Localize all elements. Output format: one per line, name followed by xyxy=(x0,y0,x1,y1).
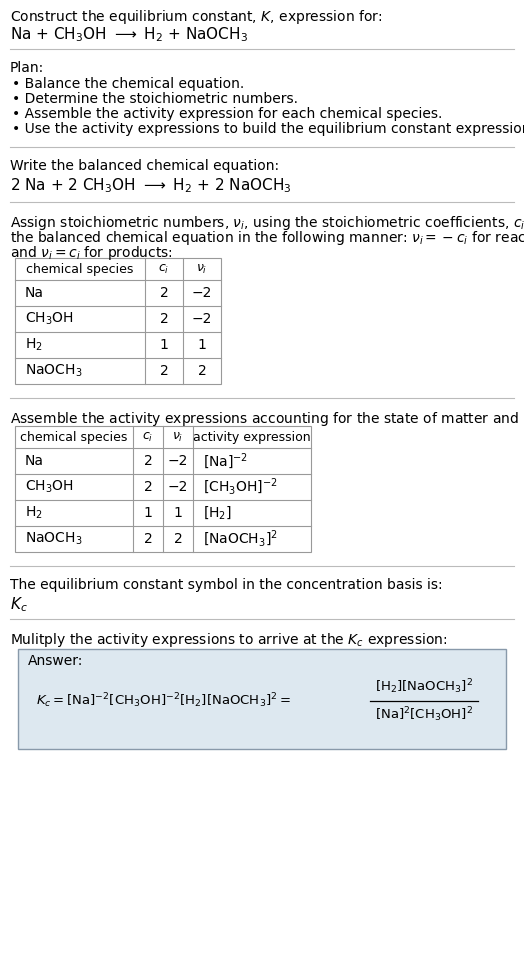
Text: $[\mathrm{Na}]^2[\mathrm{CH_3OH}]^2$: $[\mathrm{Na}]^2[\mathrm{CH_3OH}]^2$ xyxy=(375,706,473,724)
Text: [Na]$^{-2}$: [Na]$^{-2}$ xyxy=(203,451,248,471)
Text: 2: 2 xyxy=(160,312,168,326)
Text: The equilibrium constant symbol in the concentration basis is:: The equilibrium constant symbol in the c… xyxy=(10,578,443,592)
Text: Plan:: Plan: xyxy=(10,61,44,75)
Text: $\nu_i$: $\nu_i$ xyxy=(196,263,208,275)
Text: 2: 2 xyxy=(160,364,168,378)
Text: Assemble the activity expressions accounting for the state of matter and $\nu_i$: Assemble the activity expressions accoun… xyxy=(10,410,524,428)
Text: Na: Na xyxy=(25,286,44,300)
FancyBboxPatch shape xyxy=(18,649,506,749)
Text: $[\mathrm{H_2}][\mathrm{NaOCH_3}]^2$: $[\mathrm{H_2}][\mathrm{NaOCH_3}]^2$ xyxy=(375,678,473,696)
Text: 2: 2 xyxy=(144,454,152,468)
Text: 2 Na + 2 CH$_3$OH $\longrightarrow$ H$_2$ + 2 NaOCH$_3$: 2 Na + 2 CH$_3$OH $\longrightarrow$ H$_2… xyxy=(10,176,291,195)
FancyBboxPatch shape xyxy=(15,426,311,552)
Text: $\nu_i$: $\nu_i$ xyxy=(172,431,184,444)
Text: $K_c$: $K_c$ xyxy=(10,595,28,614)
Text: H$_2$: H$_2$ xyxy=(25,337,43,353)
Text: −2: −2 xyxy=(168,480,188,494)
Text: [CH$_3$OH]$^{-2}$: [CH$_3$OH]$^{-2}$ xyxy=(203,477,278,497)
Text: • Assemble the activity expression for each chemical species.: • Assemble the activity expression for e… xyxy=(12,107,442,121)
Text: CH$_3$OH: CH$_3$OH xyxy=(25,479,74,495)
Text: Mulitply the activity expressions to arrive at the $K_c$ expression:: Mulitply the activity expressions to arr… xyxy=(10,631,447,649)
Text: 2: 2 xyxy=(198,364,206,378)
Text: $K_c = [\mathrm{Na}]^{-2}[\mathrm{CH_3OH}]^{-2}[\mathrm{H_2}][\mathrm{NaOCH_3}]^: $K_c = [\mathrm{Na}]^{-2}[\mathrm{CH_3OH… xyxy=(36,691,291,711)
Text: chemical species: chemical species xyxy=(26,263,134,275)
Text: NaOCH$_3$: NaOCH$_3$ xyxy=(25,363,82,379)
Text: [NaOCH$_3$]$^2$: [NaOCH$_3$]$^2$ xyxy=(203,528,278,550)
Text: 1: 1 xyxy=(198,338,206,352)
Text: NaOCH$_3$: NaOCH$_3$ xyxy=(25,530,82,548)
Text: • Determine the stoichiometric numbers.: • Determine the stoichiometric numbers. xyxy=(12,92,298,106)
Text: chemical species: chemical species xyxy=(20,431,128,443)
Text: • Use the activity expressions to build the equilibrium constant expression.: • Use the activity expressions to build … xyxy=(12,122,524,136)
Text: 2: 2 xyxy=(144,480,152,494)
Text: 1: 1 xyxy=(160,338,168,352)
Text: −2: −2 xyxy=(168,454,188,468)
Text: [H$_2$]: [H$_2$] xyxy=(203,504,232,522)
Text: activity expression: activity expression xyxy=(193,431,311,443)
Text: 1: 1 xyxy=(144,506,152,520)
FancyBboxPatch shape xyxy=(15,258,221,384)
Text: 1: 1 xyxy=(173,506,182,520)
Text: Assign stoichiometric numbers, $\nu_i$, using the stoichiometric coefficients, $: Assign stoichiometric numbers, $\nu_i$, … xyxy=(10,214,524,232)
Text: 2: 2 xyxy=(173,532,182,546)
Text: Na + CH$_3$OH $\longrightarrow$ H$_2$ + NaOCH$_3$: Na + CH$_3$OH $\longrightarrow$ H$_2$ + … xyxy=(10,25,248,44)
Text: the balanced chemical equation in the following manner: $\nu_i = -c_i$ for react: the balanced chemical equation in the fo… xyxy=(10,229,524,247)
Text: Answer:: Answer: xyxy=(28,654,83,668)
Text: Na: Na xyxy=(25,454,44,468)
Text: Write the balanced chemical equation:: Write the balanced chemical equation: xyxy=(10,159,279,173)
Text: $c_i$: $c_i$ xyxy=(143,431,154,444)
Text: 2: 2 xyxy=(144,532,152,546)
Text: and $\nu_i = c_i$ for products:: and $\nu_i = c_i$ for products: xyxy=(10,244,173,262)
Text: H$_2$: H$_2$ xyxy=(25,504,43,521)
Text: Construct the equilibrium constant, $K$, expression for:: Construct the equilibrium constant, $K$,… xyxy=(10,8,383,26)
Text: −2: −2 xyxy=(192,286,212,300)
Text: −2: −2 xyxy=(192,312,212,326)
Text: CH$_3$OH: CH$_3$OH xyxy=(25,311,74,327)
Text: $c_i$: $c_i$ xyxy=(158,263,170,275)
Text: • Balance the chemical equation.: • Balance the chemical equation. xyxy=(12,77,244,91)
Text: 2: 2 xyxy=(160,286,168,300)
